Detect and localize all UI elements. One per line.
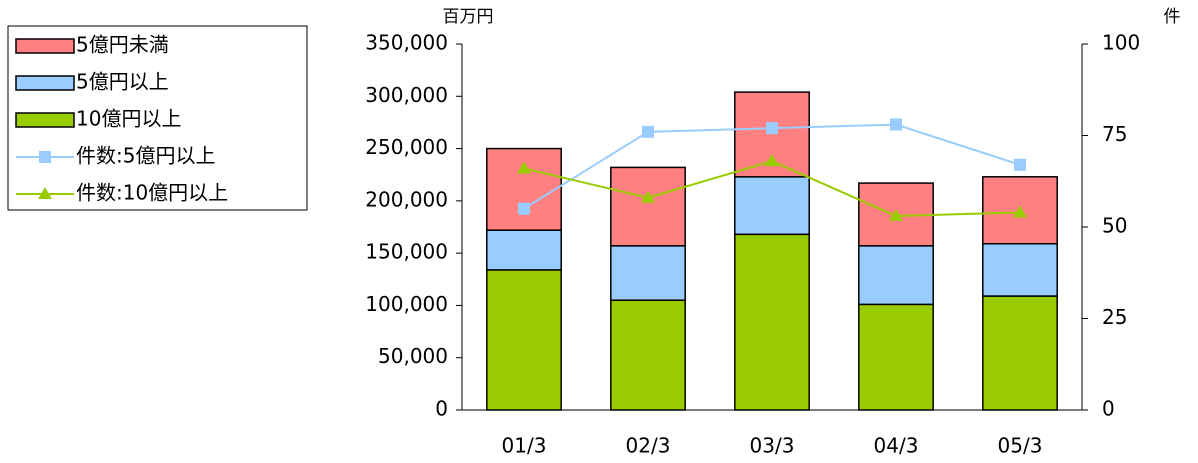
- y2-tick-label: 25: [1102, 305, 1127, 329]
- point: [1013, 205, 1027, 218]
- legend-label: 5億円以上: [76, 70, 169, 94]
- y-tick-label: 200,000: [365, 187, 448, 211]
- y-tick-label: 250,000: [365, 135, 448, 159]
- x-tick-label: 04/3: [874, 434, 919, 458]
- bar: [610, 166, 686, 247]
- bar: [734, 233, 810, 411]
- point: [518, 202, 530, 215]
- x-tick-label: 03/3: [750, 434, 795, 458]
- y2-unit: 件: [1164, 7, 1181, 27]
- bar: [734, 176, 810, 236]
- y-unit: 百万円: [443, 7, 494, 27]
- point: [890, 118, 902, 131]
- legend-swatch: [15, 38, 75, 54]
- bar: [486, 269, 562, 411]
- y2-tick-label: 100: [1102, 31, 1140, 55]
- legend-marker: [38, 187, 52, 199]
- y-tick-label: 0: [435, 397, 448, 421]
- bar: [486, 147, 562, 231]
- x-tick-label: 02/3: [626, 434, 671, 458]
- y-tick-label: 150,000: [365, 240, 448, 264]
- point: [642, 125, 654, 138]
- y-tick-label: 50,000: [378, 344, 448, 368]
- point: [517, 161, 531, 174]
- point: [765, 154, 779, 167]
- y-tick-label: 300,000: [365, 83, 448, 107]
- legend-label: 件数:10億円以上: [76, 181, 228, 205]
- point: [641, 190, 655, 203]
- point: [1014, 158, 1026, 171]
- x-tick-label: 05/3: [998, 434, 1043, 458]
- bar: [858, 303, 934, 411]
- bar: [982, 295, 1058, 411]
- legend-swatch: [15, 112, 75, 128]
- bar: [610, 245, 686, 301]
- point: [766, 122, 778, 135]
- y2-tick-label: 0: [1102, 397, 1115, 421]
- legend-label: 5億円未満: [76, 33, 169, 57]
- x-tick-label: 01/3: [502, 434, 547, 458]
- legend-label: 件数:5億円以上: [76, 144, 215, 168]
- bar: [610, 299, 686, 411]
- legend-swatch: [15, 75, 75, 91]
- y2-tick-label: 50: [1102, 214, 1127, 238]
- y-tick-label: 100,000: [365, 292, 448, 316]
- point: [889, 209, 903, 222]
- bar: [982, 242, 1058, 297]
- legend-label: 10億円以上: [76, 107, 181, 131]
- legend-marker: [39, 151, 51, 163]
- y2-tick-label: 75: [1102, 122, 1127, 146]
- bar: [486, 229, 562, 271]
- bar: [858, 245, 934, 306]
- y-tick-label: 350,000: [365, 31, 448, 55]
